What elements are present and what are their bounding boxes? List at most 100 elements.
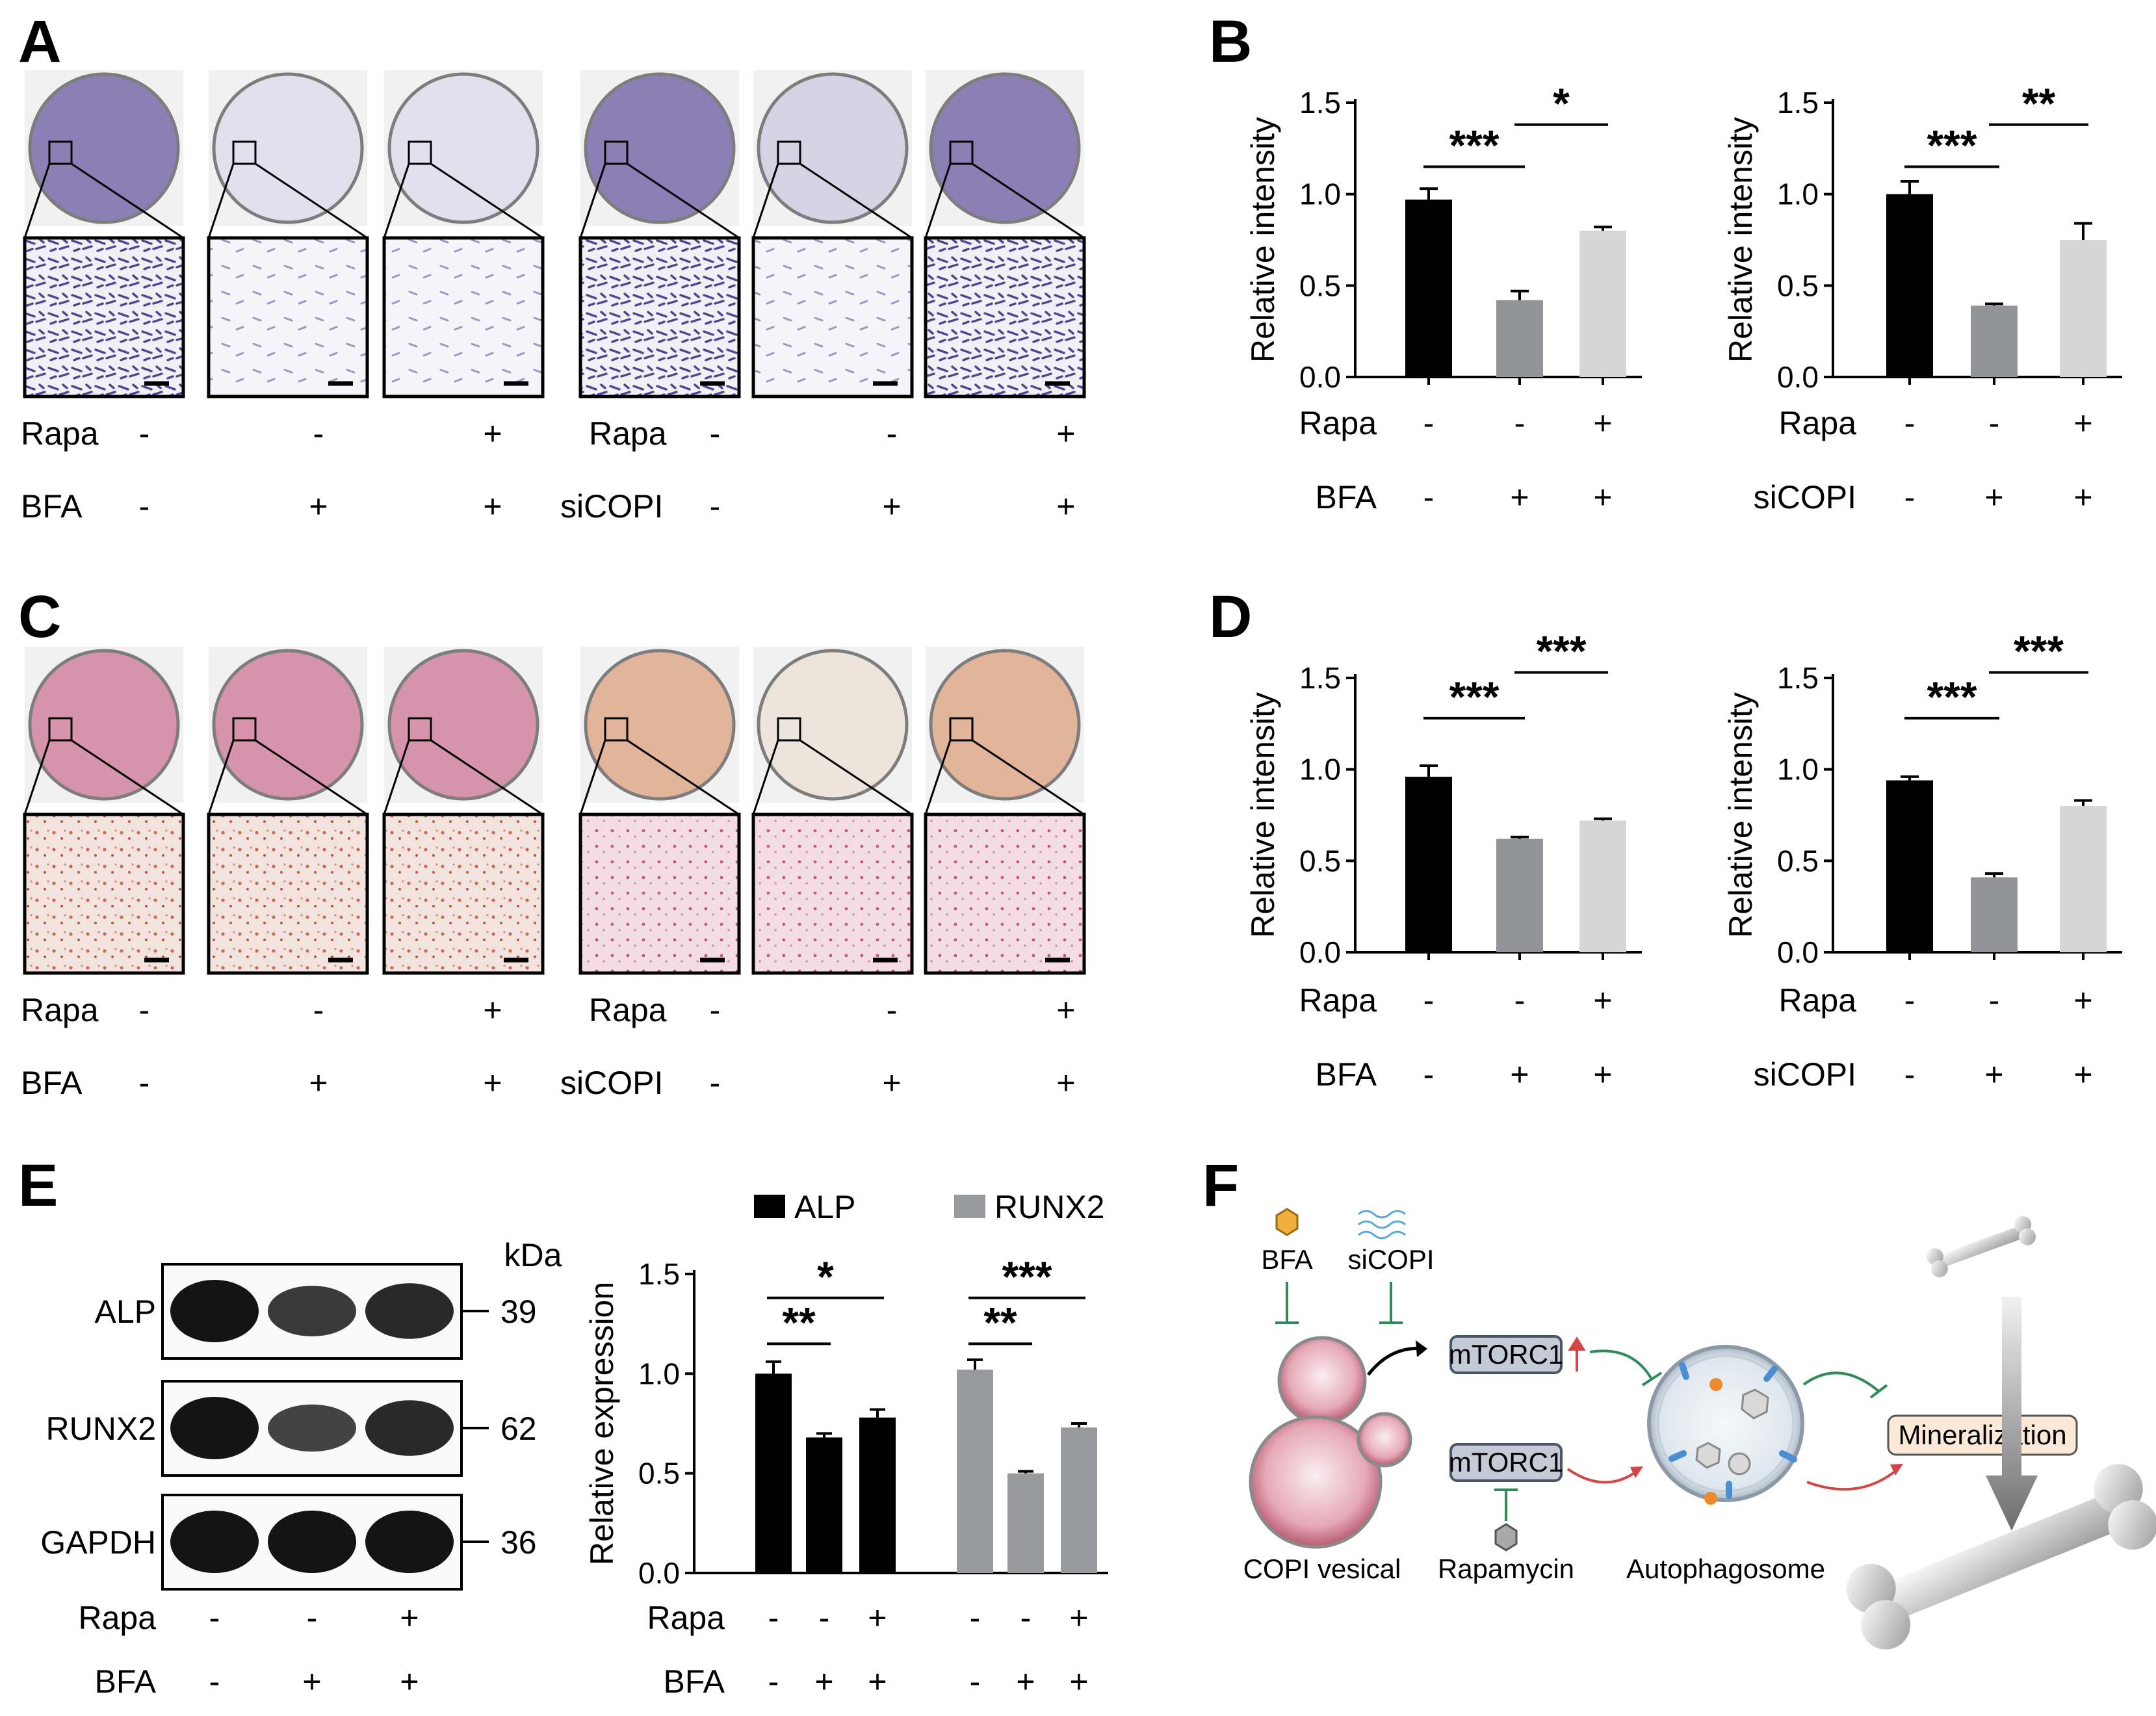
zoom-image [207,236,369,398]
panel-label-e: E [18,1152,58,1219]
inhibit-sicopi [1379,1282,1403,1324]
treatment-mark: - [139,1065,150,1101]
bar [1886,780,1933,952]
zoom-line [579,163,606,239]
treatment-mark: + [1593,982,1612,1019]
treatment-mark: + [309,1065,328,1101]
treatment-mark: - [139,992,150,1028]
treatment-mark: + [2073,479,2092,515]
bar [1971,877,2018,952]
zoom-image [924,812,1086,975]
rapa-row-label: Rapa [647,1600,725,1636]
y-tick-label: 1.5 [1299,661,1341,695]
culture-well [28,649,180,801]
panel-c: Rapa BFA Rapa siCOPI - - - + + + - - - + + + [21,647,1086,1101]
treatment-mark: - [307,1600,318,1636]
zoom-line [430,739,543,816]
y-tick-label: 0.5 [1777,268,1819,302]
sicopi-row-label: siCOPI [560,488,663,525]
bar [806,1437,842,1573]
protein-label: ALP [94,1294,156,1330]
treatment-mark: + [1510,479,1529,515]
zoom-box [949,140,974,165]
protein-label: RUNX2 [46,1410,156,1447]
zoom-box [777,140,801,165]
y-tick-label: 1.5 [1777,661,1819,695]
protein-band [365,1400,454,1456]
treatment-mark: + [1016,1663,1035,1700]
bone-large-icon [1846,1464,2156,1650]
inhibit-rapamycin [1494,1488,1518,1521]
panel-a: Rapa BFA Rapa siCOPI - - - + + + - - - + + + [21,70,1086,525]
zoom-line [383,163,410,239]
bfa-row-label: BFA [95,1663,157,1700]
mineralization-box [1887,1414,2078,1456]
treatment-mark: + [1069,1663,1088,1700]
treatment-mark: - [1423,982,1435,1019]
bar [1405,200,1452,377]
autophagosome-icon [1647,1345,1804,1502]
ldha-markers [1669,1362,1797,1499]
treatment-mark: + [483,415,502,452]
treatment-mark: - [313,992,324,1028]
treatment-mark: - [139,488,150,525]
treatment-mark: - [1514,982,1526,1019]
sirna-icon [1358,1210,1406,1240]
significance-label: *** [1927,121,1977,169]
bfa-row-label: BFA [21,488,83,525]
treatment-mark: + [2073,982,2092,1019]
kda-value: 39 [500,1294,537,1330]
zoom-line [799,162,913,239]
inhibition-bar-2 [1869,1384,1888,1399]
zoom-line [799,739,913,816]
significance-label: *** [1449,673,1499,721]
treatment-mark: - [1904,479,1916,515]
increase-arrow-icon [1986,1297,2038,1531]
zoom-line [430,162,543,239]
zoom-box [408,717,432,742]
zoom-box [604,140,629,165]
mineralization-label: Mineralization [1898,1420,2066,1450]
treatment-mark: - [1423,479,1435,515]
y-tick-label: 0.0 [1299,360,1341,394]
protein-band [170,1397,259,1459]
protein-band [268,1404,356,1452]
bar [1007,1473,1044,1573]
zoom-box [48,717,73,742]
culture-well [212,649,364,801]
legend-swatch [754,1195,785,1218]
row-label: Rapa [1299,405,1377,441]
culture-well [757,649,909,801]
zoom-box [777,717,801,742]
y-tick-label: 0.5 [638,1457,680,1490]
treatment-mark: - [209,1600,220,1636]
copi-vesicle-icon [1357,1412,1412,1468]
panel-label-c: C [18,584,61,650]
inhibition-arc [1589,1349,1652,1379]
y-axis-label: Relative intensity [1245,692,1281,938]
zoom-line [579,740,606,815]
treatment-mark: - [710,992,721,1028]
y-tick-label: 1.5 [638,1257,680,1291]
treatment-mark: + [868,1600,887,1636]
zoom-image [23,812,185,975]
legend-label: RUNX2 [994,1189,1104,1225]
legend-label: ALP [794,1189,856,1225]
protein-band [365,1283,454,1339]
treatment-mark: - [1514,405,1526,441]
bar [755,1373,792,1573]
culture-well [584,72,736,224]
autophagosome-label: Autophagosome [1626,1554,1825,1584]
culture-well [929,649,1081,801]
row-label: Rapa [1778,405,1856,441]
zoom-line [207,163,235,239]
zoom-line [207,740,235,815]
promote-arrow [1566,1468,1639,1484]
treatment-mark: + [1593,479,1612,515]
arrow-head-red-2 [1890,1464,1903,1476]
zoom-box [48,140,73,165]
protein-band [268,1511,356,1573]
treatment-mark: - [313,415,324,452]
